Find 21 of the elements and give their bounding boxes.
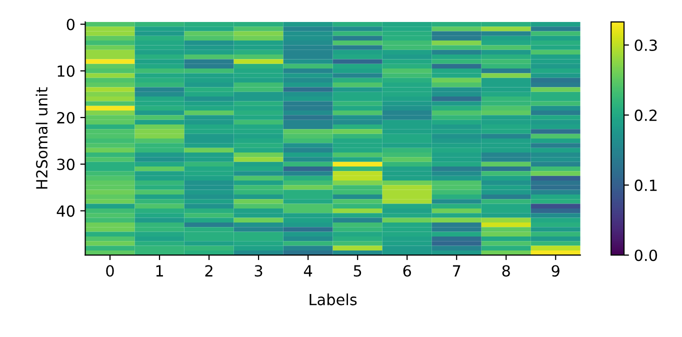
- x-tick-label: 0: [106, 265, 114, 277]
- color-bar-label: 0.2: [634, 110, 657, 122]
- x-axis-title: Labels: [310, 294, 357, 306]
- x-tick-label: 8: [502, 265, 510, 277]
- x-tick-label: 5: [354, 265, 362, 277]
- color-bar-label: 0.1: [634, 180, 657, 192]
- color-bar-label: 0.3: [634, 39, 657, 52]
- y-tick-label: 40: [56, 205, 75, 217]
- y-axis-title: H2Somal unit: [36, 87, 48, 189]
- y-tick-label: 10: [58, 65, 75, 77]
- x-tick-label: 4: [304, 265, 312, 276]
- y-tick-label: 0: [66, 18, 75, 30]
- y-tick-label: 20: [57, 112, 75, 124]
- x-tick-label: 7: [452, 265, 460, 276]
- x-tick-label: 3: [254, 265, 262, 277]
- color-bar-label: 0.0: [634, 250, 658, 262]
- x-tick-label: 1: [156, 265, 163, 276]
- y-tick-label: 30: [57, 158, 75, 170]
- x-tick-label: 9: [552, 265, 560, 277]
- x-tick-label: 2: [205, 265, 212, 276]
- x-tick-label: 6: [403, 265, 411, 277]
